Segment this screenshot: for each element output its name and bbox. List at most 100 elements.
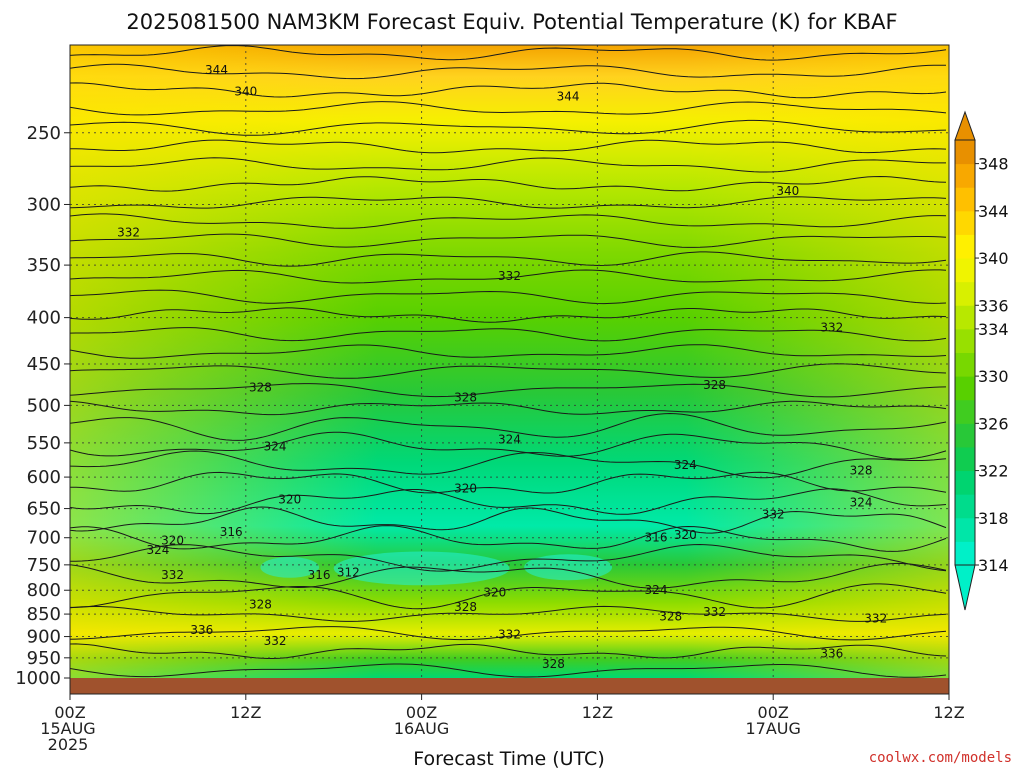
contour-line: [70, 488, 947, 515]
warm-edge-overlay: [70, 45, 949, 678]
contour-label: 324: [498, 432, 521, 446]
contour-label: 328: [542, 657, 565, 671]
contour-label-text: 320: [278, 492, 301, 506]
y-tick-label: 950: [27, 648, 61, 669]
colorbar-segment: [955, 281, 975, 306]
contour-line: [70, 63, 947, 80]
y-tick-label: 750: [27, 555, 61, 576]
contour-line: [70, 543, 947, 572]
contour-label-text: 328: [249, 598, 272, 612]
contour-label: 328: [703, 378, 726, 392]
contour-line: [70, 139, 947, 154]
contour-label-text: 328: [454, 600, 477, 614]
contour-label: 328: [850, 463, 873, 477]
y-tick-label: 550: [27, 433, 61, 454]
y-tick-label: 650: [27, 499, 61, 520]
contour-line: [70, 383, 947, 398]
contour-label-text: 344: [205, 63, 228, 77]
contour-label-text: 312: [337, 566, 360, 580]
contour-label-text: 332: [820, 320, 843, 334]
contour-label: 324: [264, 439, 287, 453]
contour-label: 316: [308, 568, 331, 582]
contour-label-text: 332: [703, 605, 726, 619]
contour-label-text: 340: [776, 184, 799, 198]
contour-label-text: 340: [234, 84, 257, 98]
x-tick-label: 00Z: [758, 703, 789, 722]
colorbar-segment: [955, 494, 975, 519]
contour-label-text: 332: [864, 612, 887, 626]
contour-label: 332: [820, 320, 843, 334]
colorbar-tick-label: 318: [978, 509, 1009, 528]
contour-label-text: 328: [454, 390, 477, 404]
x-tick-label: 00Z: [54, 703, 85, 722]
contour-line: [70, 583, 947, 610]
contour-line: [70, 400, 947, 416]
contour-label: 316: [645, 531, 668, 545]
y-axis: 2503003504004505005506006507007508008509…: [15, 123, 70, 689]
y-tick-label: 600: [27, 467, 61, 488]
contour-label: 312: [337, 566, 360, 580]
y-tick-label: 350: [27, 255, 61, 276]
contour-label-text: 336: [190, 623, 213, 637]
y-tick-label: 450: [27, 354, 61, 375]
contour-label-text: 320: [454, 482, 477, 496]
colorbar-segment: [955, 163, 975, 188]
contour-label: 328: [249, 381, 272, 395]
contour-label: 332: [864, 612, 887, 626]
grid-lines: [70, 45, 949, 678]
colorbar-tick-label: 340: [978, 249, 1009, 268]
colorbar-segment: [955, 234, 975, 259]
contour-label: 332: [161, 568, 184, 582]
x-tick-label: 00Z: [406, 703, 437, 722]
contour-label-text: 324: [674, 458, 697, 472]
contour-label-text: 324: [146, 543, 169, 557]
contour-label: 344: [205, 63, 228, 77]
contour-line: [70, 450, 947, 479]
contour-label-text: 332: [264, 634, 287, 648]
cold-pool-2: [260, 556, 320, 578]
x-tick-label: 17AUG: [745, 719, 800, 738]
y-tick-label: 700: [27, 528, 61, 549]
y-tick-label: 300: [27, 194, 61, 215]
contour-label-text: 332: [762, 508, 785, 522]
contour-label: 332: [264, 634, 287, 648]
contour-label: 324: [674, 458, 697, 472]
colorbar-tick-label: 326: [978, 414, 1009, 433]
x-axis-label: Forecast Time (UTC): [413, 748, 604, 768]
x-tick-label: 12Z: [230, 703, 261, 722]
contour-lines: [70, 45, 947, 678]
colorbar-segment: [955, 399, 975, 424]
contour-label: 324: [146, 543, 169, 557]
contour-line: [70, 525, 947, 552]
contour-label: 332: [498, 627, 521, 641]
y-tick-label: 850: [27, 604, 61, 625]
colorbar-segment: [955, 187, 975, 212]
colorbar-segment: [955, 423, 975, 448]
y-tick-label: 400: [27, 308, 61, 329]
chart-title: 2025081500 NAM3KM Forecast Equiv. Potent…: [126, 10, 897, 34]
contour-label-text: 332: [498, 627, 521, 641]
colorbar-segment: [955, 140, 975, 165]
contour-label-text: 328: [659, 609, 682, 623]
contour-label-text: 316: [308, 568, 331, 582]
contour-line: [70, 471, 947, 494]
contour-label: 332: [762, 508, 785, 522]
contour-label-text: 336: [820, 647, 843, 661]
y-tick-label: 500: [27, 395, 61, 416]
contour-label-text: 328: [542, 657, 565, 671]
contour-label-text: 320: [483, 586, 506, 600]
colorbar-segment: [955, 210, 975, 235]
contour-label: 328: [454, 390, 477, 404]
colorbar-tick-label: 322: [978, 462, 1009, 481]
contour-label-text: 316: [220, 525, 243, 539]
x-tick-label: 16AUG: [394, 719, 449, 738]
contour-line: [70, 119, 947, 136]
contour-line: [70, 344, 947, 359]
contour-label-text: 328: [249, 381, 272, 395]
contour-label-text: 324: [850, 495, 873, 509]
contour-line: [70, 45, 947, 61]
